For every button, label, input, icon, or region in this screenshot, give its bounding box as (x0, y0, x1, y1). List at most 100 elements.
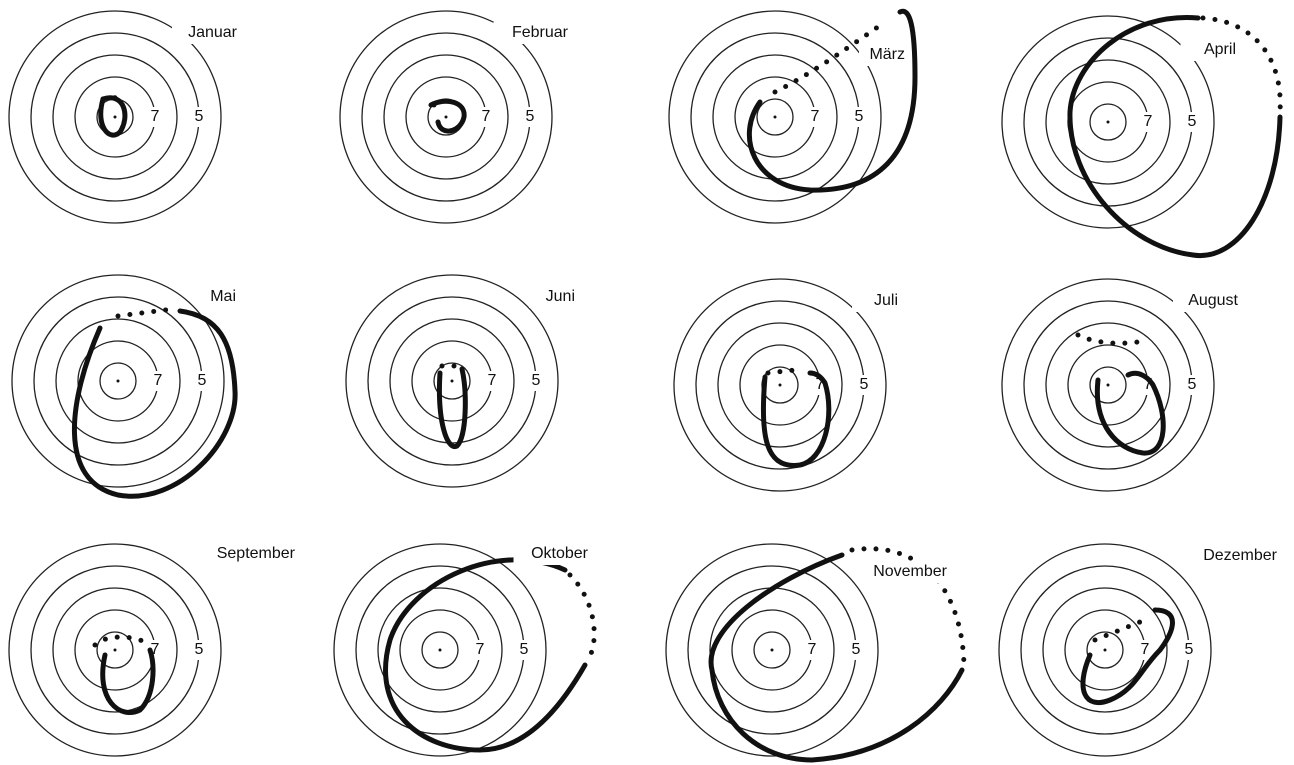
ring (1001, 15, 1215, 229)
trajectory (1080, 607, 1175, 706)
ring-label: 5 (198, 372, 207, 389)
ring (333, 543, 547, 757)
ring (99, 362, 137, 400)
ring (717, 322, 843, 448)
center-dot (770, 648, 774, 652)
panel-title: Januar (188, 24, 238, 41)
center-dot (1106, 383, 1110, 387)
center-dot (113, 648, 117, 652)
ring (421, 631, 459, 669)
ring-label: 7 (482, 108, 491, 125)
label-bg (1186, 375, 1198, 395)
label-bg (524, 107, 536, 127)
label-bg (193, 107, 205, 127)
ring-label: 7 (1144, 113, 1153, 130)
polar-panel: 7 5 August (1001, 278, 1242, 492)
trajectory-dots (1092, 617, 1148, 643)
ring (345, 274, 559, 488)
panel-title: Oktober (531, 545, 589, 562)
panel-title: Juli (874, 292, 898, 309)
trajectory-dots (849, 546, 967, 668)
trajectory (428, 98, 467, 134)
polar-panel: 7 5 Januar (8, 10, 241, 224)
label-bg (858, 375, 870, 395)
ring-label: 7 (1144, 376, 1153, 393)
ring (8, 543, 222, 757)
trajectory-dots (92, 634, 148, 648)
title-bg (513, 543, 592, 565)
panel-title: September (217, 545, 296, 562)
ring-label: 5 (195, 108, 204, 125)
title-bg (529, 286, 579, 308)
ring (665, 543, 879, 757)
trajectory (1094, 370, 1166, 456)
trajectory (383, 557, 588, 753)
ring (668, 10, 882, 224)
label-bg (530, 371, 542, 391)
polar-panel: 7 5 Oktober (333, 543, 597, 757)
ring-label: 7 (808, 641, 817, 658)
label-bg (1186, 112, 1198, 132)
polar-panel: 7 5 Juli (673, 278, 902, 492)
title-bg (859, 44, 909, 66)
ring-label: 5 (532, 372, 541, 389)
label-bg (193, 640, 205, 660)
title-bg (1180, 39, 1240, 61)
center-dot (113, 115, 117, 119)
trajectory-dots (115, 306, 176, 319)
center-dot (444, 115, 448, 119)
ring-label: 7 (151, 641, 160, 658)
trajectory-dots (765, 367, 798, 376)
label-bg (196, 371, 208, 391)
center-dot (116, 379, 120, 383)
label-bg (152, 371, 164, 391)
title-bg (493, 22, 572, 44)
ring (1045, 59, 1171, 185)
trajectory (1067, 15, 1283, 259)
ring (55, 318, 181, 444)
polar-panel: 7 5 Dezember (998, 543, 1281, 757)
ring (377, 587, 503, 713)
polar-panel: 7 5 März (668, 8, 918, 224)
ring (96, 631, 134, 669)
label-bg (853, 107, 865, 127)
panel-title: April (1204, 41, 1236, 58)
label-bg (1183, 640, 1195, 660)
ring (52, 587, 178, 713)
label-bg (149, 107, 161, 127)
ring-label: 5 (195, 641, 204, 658)
ring-label: 7 (151, 108, 160, 125)
ring (1089, 366, 1127, 404)
trajectory (760, 370, 832, 468)
panel-title: Dezember (1203, 547, 1277, 564)
ring (1042, 587, 1168, 713)
ring (1045, 322, 1171, 448)
ring-label: 7 (811, 108, 820, 125)
ring (673, 278, 887, 492)
ring-label: 5 (855, 108, 864, 125)
title-bg (201, 543, 299, 565)
polar-panel: 7 5 November (665, 543, 967, 763)
center-dot (1103, 648, 1107, 652)
trajectory (708, 552, 965, 763)
label-bg (518, 640, 530, 660)
label-bg (809, 107, 821, 127)
trajectory-dots (1200, 15, 1283, 115)
title-bg (863, 561, 951, 583)
panel-title: August (1188, 292, 1238, 309)
polar-panel: 7 5 Februar (339, 10, 572, 224)
ring-label: 5 (860, 376, 869, 393)
trajectory-dots (772, 19, 888, 95)
polar-panel: 7 5 September (8, 543, 299, 757)
ring-label: 7 (816, 376, 825, 393)
ring-label: 5 (1188, 113, 1197, 130)
ring (1089, 103, 1127, 141)
ring-label: 7 (154, 372, 163, 389)
title-bg (199, 286, 240, 308)
ring (998, 543, 1212, 757)
ring-label: 7 (488, 372, 497, 389)
ring (1001, 278, 1215, 492)
title-bg (172, 22, 241, 44)
center-dot (438, 648, 442, 652)
ring-label: 5 (1188, 376, 1197, 393)
